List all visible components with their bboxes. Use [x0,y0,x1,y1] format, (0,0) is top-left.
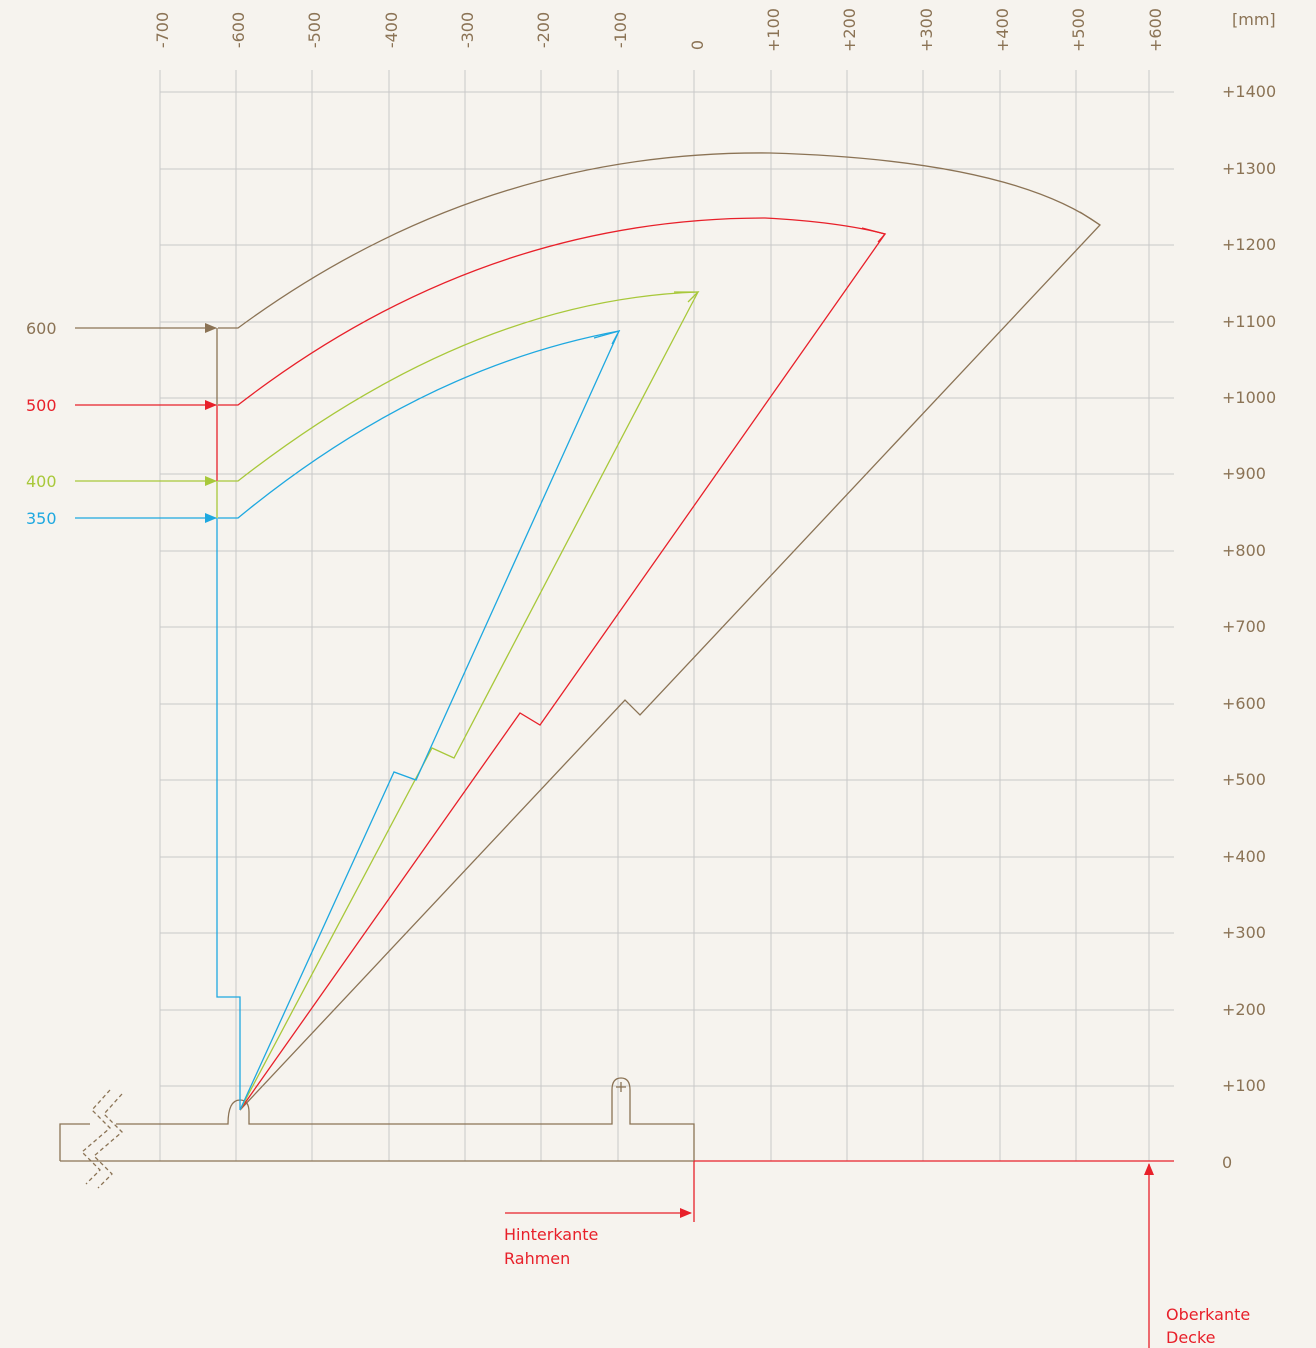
ceiling-top-label-line2: Decke [1166,1328,1216,1347]
y-tick-label: +400 [1222,847,1266,866]
y-tick-label: +800 [1222,541,1266,560]
base-structure [59,1077,695,1189]
swing-path-350 [218,330,621,1111]
x-tick-label: +400 [993,8,1012,52]
y-tick-label: +1200 [1222,235,1276,254]
y-tick-label: +300 [1222,923,1266,942]
ceiling-top-label-line1: Oberkante [1166,1305,1250,1324]
x-tick-label: +600 [1146,8,1165,52]
level-label-350: 350 [26,509,57,528]
swing-path-400 [218,291,700,1111]
y-tick-label: +1400 [1222,82,1276,101]
swing-path-600 [218,152,1101,1111]
y-tick-label: +900 [1222,464,1266,483]
ceiling-top-annotation: Oberkante Decke [1144,1163,1250,1348]
level-label-500: 500 [26,396,57,415]
x-tick-label: +300 [917,8,936,52]
grid-lines [159,70,1174,1161]
y-tick-label: 0 [1222,1153,1232,1172]
x-tick-label: -200 [534,12,553,48]
level-label-400: 400 [26,472,57,491]
y-axis-tick-labels: +1400 +1300 +1200 +1100 +1000 +900 +800 … [1222,82,1276,1172]
x-tick-label: -300 [458,12,477,48]
x-tick-label: -100 [611,12,630,48]
frame-edge-label-line1: Hinterkante [504,1225,598,1244]
x-tick-label: -400 [382,12,401,48]
break-symbol [81,1089,123,1189]
level-indicators: 600 500 400 350 [26,319,217,528]
unit-label: [mm] [1232,10,1276,29]
y-tick-label: +100 [1222,1076,1266,1095]
x-tick-label: -500 [305,12,324,48]
swing-path-500 [218,217,887,1111]
hinge-pin-icon [616,1082,626,1092]
x-axis-tick-labels: -700 -600 -500 -400 -300 -200 -100 0 +10… [153,8,1165,52]
y-tick-label: +1300 [1222,159,1276,178]
frame-edge-label-line2: Rahmen [504,1249,570,1268]
swing-path-600-tip [1079,211,1101,226]
level-label-600: 600 [26,319,57,338]
frame-edge-annotation: Hinterkante Rahmen [504,1208,692,1268]
y-tick-label: +700 [1222,617,1266,636]
y-tick-label: +600 [1222,694,1266,713]
y-tick-label: +1000 [1222,388,1276,407]
x-tick-label: -600 [229,12,248,48]
y-tick-label: +1100 [1222,312,1276,331]
x-tick-label: 0 [688,40,707,50]
x-tick-label: +100 [764,8,783,52]
swing-path-350-tip [593,329,621,345]
base-profile [59,1077,695,1162]
y-tick-label: +200 [1222,1000,1266,1019]
y-tick-label: +500 [1222,770,1266,789]
x-tick-label: +500 [1069,8,1088,52]
swing-path-400-tip [674,291,700,303]
x-tick-label: -700 [153,12,172,48]
stack-line-350 [216,518,241,1110]
x-tick-label: +200 [840,8,859,52]
swing-path-500-tip [861,227,887,243]
